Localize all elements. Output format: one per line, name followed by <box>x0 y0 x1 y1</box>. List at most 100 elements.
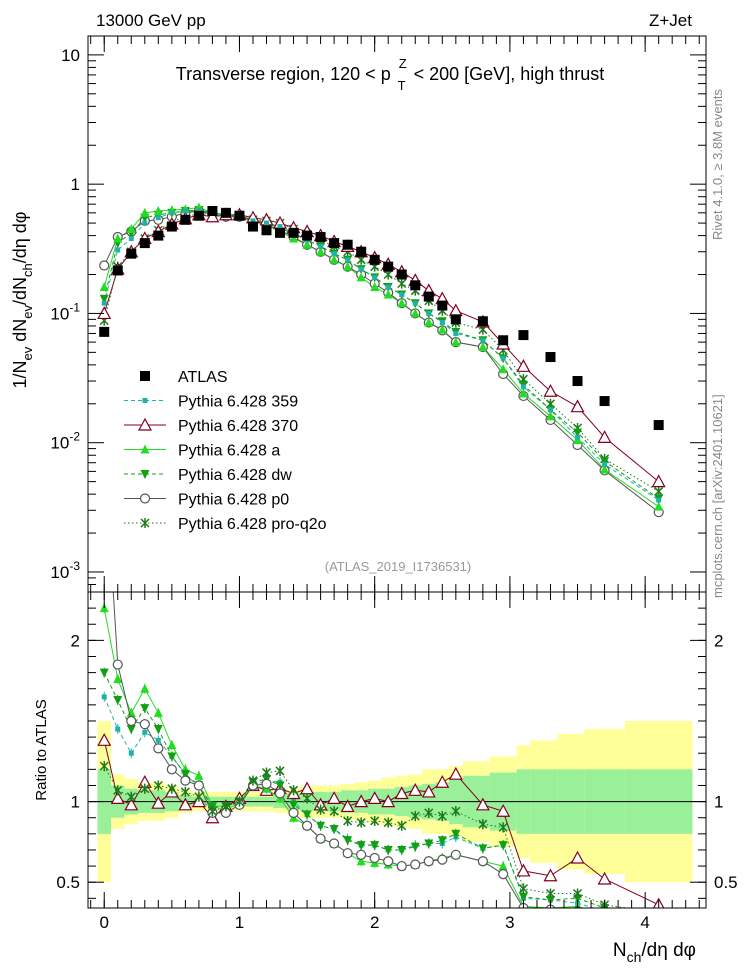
data-point <box>113 674 123 684</box>
analysis-watermark: (ATLAS_2019_I1736531) <box>325 559 471 574</box>
data-point <box>600 909 609 918</box>
data-point <box>423 291 434 302</box>
data-point <box>113 233 123 243</box>
data-point <box>139 493 151 504</box>
data-point <box>151 795 166 809</box>
ratio-tick-label-right: 0.5 <box>714 873 738 892</box>
legend-entry: Pythia 6.428 370 <box>124 417 298 435</box>
data-point <box>356 841 366 851</box>
data-point <box>194 791 204 802</box>
series-line <box>103 210 659 513</box>
data-point <box>180 775 191 786</box>
ratio-line <box>103 765 630 908</box>
process-label: Z+Jet <box>649 11 692 30</box>
legend-entry: ATLAS <box>140 369 228 386</box>
data-point <box>340 799 355 813</box>
data-point <box>477 316 488 327</box>
data-point <box>385 284 391 290</box>
data-point <box>397 845 407 855</box>
data-point <box>167 740 177 750</box>
data-point <box>496 804 511 817</box>
data-point <box>424 317 434 327</box>
data-point <box>261 767 272 778</box>
data-point <box>250 218 256 224</box>
data-point <box>498 861 508 871</box>
data-point <box>545 411 555 421</box>
data-point <box>155 737 161 743</box>
data-point <box>345 257 351 263</box>
data-point <box>274 788 286 799</box>
data-point <box>369 254 380 265</box>
data-point <box>289 785 299 796</box>
data-point <box>654 501 664 511</box>
data-point <box>439 320 445 326</box>
data-point <box>545 888 556 899</box>
series-pythia-6-428-pro-q2o <box>103 213 659 492</box>
data-point <box>205 209 220 223</box>
data-point <box>475 797 490 811</box>
data-point <box>651 474 666 488</box>
data-point <box>426 310 432 316</box>
data-point <box>113 696 123 706</box>
data-point <box>234 210 245 221</box>
data-point <box>193 780 204 791</box>
data-point <box>289 800 299 810</box>
data-point <box>421 784 436 798</box>
data-point <box>327 791 342 804</box>
data-point <box>342 848 353 859</box>
data-point <box>397 298 407 308</box>
ratio-frame <box>87 591 707 909</box>
data-point <box>547 407 553 413</box>
data-point <box>543 868 558 882</box>
data-point <box>343 836 353 846</box>
data-point <box>115 726 121 732</box>
data-point <box>543 384 558 397</box>
svg-text:1/Nev dNev/dNch/dη dφ: 1/Nev dNev/dNch/dη dφ <box>10 212 35 389</box>
data-point <box>169 210 175 216</box>
data-point <box>142 398 148 403</box>
data-point <box>410 811 420 822</box>
data-point <box>302 793 312 804</box>
legend-label: Pythia 6.428 dw <box>178 467 292 484</box>
series-pythia-6-428-p0 <box>103 210 659 513</box>
data-point <box>600 457 610 467</box>
data-point <box>99 294 109 304</box>
data-point <box>115 247 121 253</box>
data-point <box>654 924 663 933</box>
data-point <box>575 434 581 440</box>
data-point <box>478 819 488 830</box>
data-point <box>518 892 528 902</box>
data-point <box>518 388 528 398</box>
data-point <box>315 232 326 243</box>
data-point <box>600 912 609 921</box>
data-point <box>657 907 660 908</box>
data-point <box>101 300 107 306</box>
legend-entry: Pythia 6.428 dw <box>124 467 292 484</box>
data-point <box>448 766 463 780</box>
ratio-tick-label: 0.5 <box>56 873 80 892</box>
data-point <box>139 238 150 249</box>
legend-entry: Pythia 6.428 p0 <box>124 492 289 509</box>
data-point <box>453 330 459 336</box>
y-tick-label: 1 <box>71 175 80 194</box>
data-point <box>140 207 150 217</box>
data-point <box>356 849 367 860</box>
data-point <box>302 230 313 241</box>
data-point <box>396 269 407 280</box>
data-point <box>126 707 136 717</box>
data-point <box>399 292 405 298</box>
data-point <box>654 921 663 930</box>
data-point <box>329 838 340 849</box>
data-point <box>153 707 163 717</box>
series-line <box>103 206 659 508</box>
data-point <box>110 791 125 804</box>
data-point <box>99 668 109 678</box>
data-point <box>356 856 366 866</box>
data-point <box>180 786 190 797</box>
y-tick-label: 10-3 <box>50 559 80 582</box>
data-point <box>516 359 531 372</box>
legend-label: Pythia 6.428 359 <box>178 394 298 411</box>
ratio-ylabel: Ratio to ATLAS <box>33 699 50 800</box>
data-point <box>480 337 486 343</box>
legend-label: ATLAS <box>178 369 228 386</box>
